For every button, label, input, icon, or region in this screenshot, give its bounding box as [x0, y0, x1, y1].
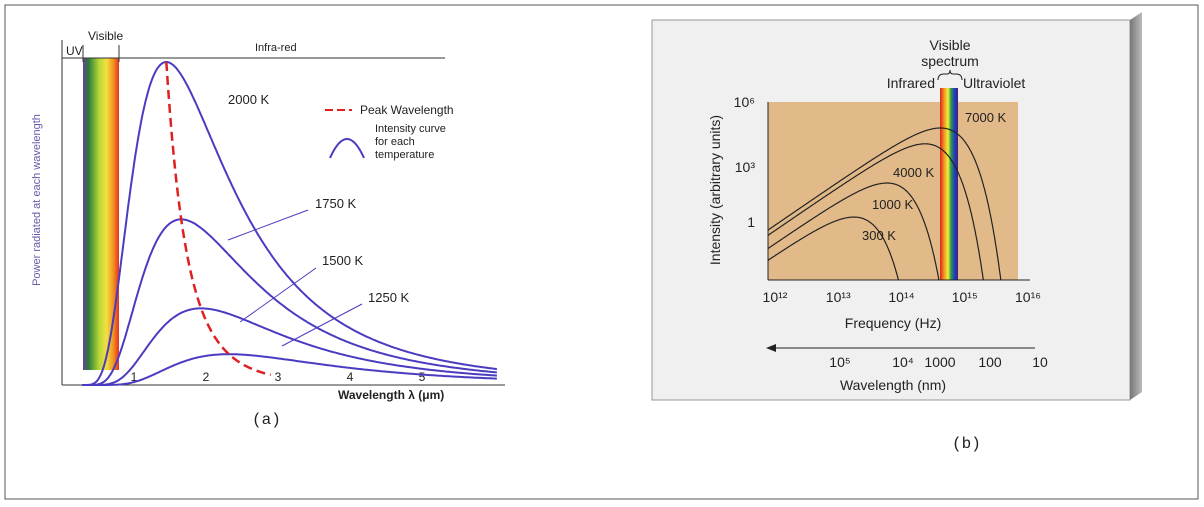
intensity-curve: [768, 143, 984, 280]
wavelength-label: Wavelength (nm): [840, 377, 946, 393]
intensity-curve: [82, 218, 497, 386]
intensity-curve: [768, 182, 940, 280]
intensity-curve: [768, 127, 1002, 280]
y-axis-label: Intensity (arbitrary units): [707, 115, 723, 265]
band-label: Ultraviolet: [963, 75, 1025, 91]
caption: (b): [952, 435, 981, 453]
x-tick-label: 10¹²: [763, 289, 788, 305]
x-tick-label: 1: [131, 370, 138, 384]
wavelength-tick-label: 10⁴: [892, 354, 914, 370]
curve-label: 2000 K: [228, 92, 270, 107]
x-tick-label: 10¹⁴: [888, 289, 914, 305]
legend-swatch: [329, 138, 365, 159]
intensity-curve: [82, 353, 497, 386]
x-tick-label: 4: [347, 370, 354, 384]
curve-label: 1000 K: [872, 197, 914, 212]
panel-a: UV Visible Infra-red Power radiated at e…: [31, 29, 505, 429]
intensity-curve: [82, 61, 498, 386]
y-tick-label: 1: [747, 214, 755, 230]
bevel: [1130, 12, 1142, 400]
panel-b: Visible spectrum Infrared Ultraviolet In…: [651, 12, 1142, 453]
legend-label: for each: [375, 136, 415, 148]
curve-label: 1500 K: [322, 253, 364, 268]
wavelength-tick-label: 10⁵: [829, 354, 850, 370]
intensity-curve: [768, 216, 900, 280]
curve-label: 1750 K: [315, 196, 357, 211]
visible-label: Visible: [930, 37, 971, 53]
legend-label: Intensity curve: [375, 123, 446, 135]
x-tick-label: 2: [203, 370, 210, 384]
band-label: UV: [66, 44, 83, 58]
legend-label: Peak Wavelength: [360, 103, 454, 117]
wavelength-tick-label: 10: [1032, 354, 1048, 370]
curve-label: 300 K: [862, 228, 896, 243]
caption: (a): [252, 411, 281, 429]
intensity-curve: [82, 307, 497, 386]
curves: [768, 127, 1002, 280]
y-axis-label: Power radiated at each wavelength: [31, 114, 43, 286]
band-label: Visible: [88, 29, 123, 43]
band-label: Infra-red: [255, 42, 297, 54]
curve-label: 4000 K: [893, 165, 935, 180]
x-tick-label: 3: [275, 370, 282, 384]
curve-label: 1250 K: [368, 290, 410, 305]
y-tick-label: 10³: [735, 159, 756, 175]
leader-line: [239, 267, 317, 323]
x-tick-label: 5: [419, 370, 426, 384]
y-tick-label: 10⁶: [734, 94, 755, 110]
x-axis-label: Wavelength λ (μm): [338, 388, 444, 402]
brace: [937, 69, 963, 81]
visible-band: [940, 88, 958, 280]
wavelength-tick-label: 100: [978, 354, 1002, 370]
frame: [4, 4, 1199, 500]
curve-label: 7000 K: [965, 110, 1007, 125]
x-tick-label: 10¹⁶: [1015, 289, 1041, 305]
plot-area: [768, 102, 1018, 280]
x-axis-label: Frequency (Hz): [845, 315, 941, 331]
leader-line: [227, 209, 309, 241]
peak-wavelength: [165, 61, 271, 377]
x-tick-label: 10¹⁵: [952, 289, 978, 305]
leader-line: [281, 303, 363, 347]
wavelength-tick-label: 1000: [924, 354, 955, 370]
x-tick-label: 10¹³: [826, 289, 851, 305]
legend-label: temperature: [375, 149, 434, 161]
band-label: Infrared: [887, 75, 935, 91]
visible-label: spectrum: [921, 53, 979, 69]
arrow-head: [766, 344, 776, 352]
